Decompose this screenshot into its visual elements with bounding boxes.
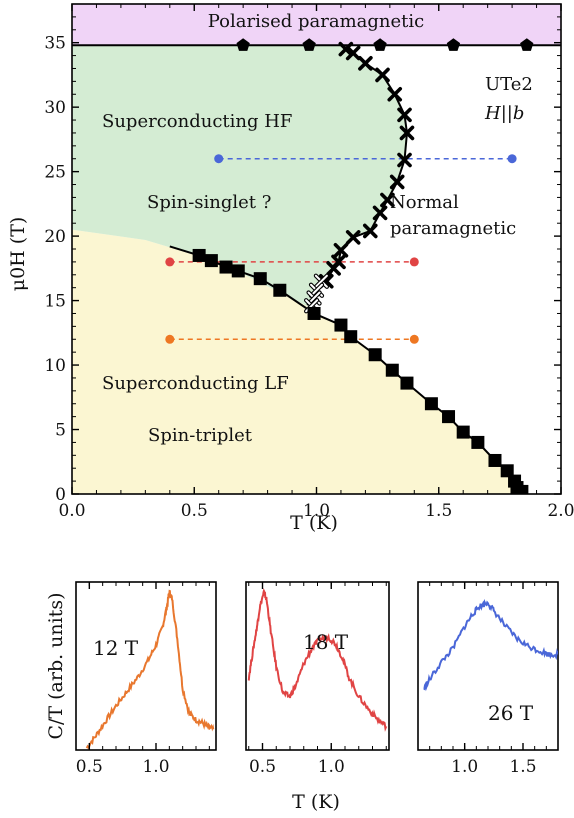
square-marker	[424, 397, 438, 411]
heat-trace-12T	[85, 589, 215, 750]
cross-marker	[380, 192, 395, 208]
square-marker	[442, 410, 456, 424]
square-marker	[344, 330, 358, 344]
cross-marker	[345, 230, 361, 245]
axis-ticks: 0.0 0.5 1.0 1.5 2.0 0 5 10 15 20 25 30 35	[44, 4, 574, 521]
superconducting-hf-region	[72, 45, 407, 306]
heat-trace-26T	[423, 598, 558, 692]
y-tick-label: 30	[44, 98, 66, 118]
square-marker	[368, 348, 382, 362]
panel-18T: 18 T 0.5 1.0	[245, 581, 390, 777]
y-tick-label: 15	[44, 292, 66, 312]
cross-marker	[375, 67, 390, 83]
panel-ticks: 1.0 1.5	[417, 582, 547, 777]
cross-marker	[326, 261, 341, 276]
x-tick-label: 1.0	[451, 757, 478, 777]
y-tick-label: 35	[44, 34, 66, 54]
y-axis-title: μ0H (T)	[7, 217, 29, 292]
panel-x-axis-title: T (K)	[292, 791, 340, 813]
specific-heat-panels: 12 T 0.5 1.0 18 T 0.5 1.0 26 T 1.0 1.5 C/T …	[45, 581, 559, 813]
pentagon-marker	[302, 38, 316, 51]
y-tick-label: 20	[44, 227, 66, 247]
x-tick-label: 0.5	[181, 501, 208, 521]
y-tick-label: 25	[44, 163, 66, 183]
pentagon-marker	[446, 38, 461, 51]
square-marker	[456, 425, 470, 439]
square-marker	[307, 306, 321, 320]
panel-label-26T: 26 T	[488, 701, 534, 725]
cross-marker	[345, 45, 361, 61]
region-label-normal-1: Normal	[390, 192, 459, 213]
panel-label-18T: 18 T	[303, 630, 349, 654]
region-label-hf: Superconducting HF	[102, 111, 292, 132]
square-marker	[400, 376, 414, 390]
y-tick-label: 0	[55, 485, 66, 505]
region-label-triplet: Spin-triplet	[148, 425, 253, 446]
square-marker	[471, 435, 485, 449]
sample-label: UTe2	[485, 74, 533, 95]
y-tick-label: 10	[44, 356, 66, 376]
field-cut-endpoint	[165, 257, 175, 267]
region-label-lf: Superconducting LF	[102, 373, 289, 394]
cross-marker	[372, 205, 388, 221]
x-tick-label: 2.0	[547, 501, 574, 521]
square-marker	[385, 363, 399, 377]
square-marker	[231, 264, 245, 278]
open-cross-marker	[313, 273, 329, 289]
x-tick-label: 1.0	[303, 501, 330, 521]
panel-label-12T: 12 T	[93, 636, 139, 660]
panel-y-axis-title: C/T (arb. units)	[45, 592, 67, 739]
cross-marker	[397, 107, 412, 123]
field-cut-endpoint	[507, 154, 517, 164]
cross-marker	[338, 41, 354, 57]
square-marker	[253, 272, 267, 286]
square-marker	[192, 248, 206, 262]
square-marker	[488, 453, 502, 467]
data-markers	[192, 38, 534, 494]
field-cut-endpoint	[409, 334, 419, 344]
square-marker	[204, 254, 218, 268]
field-cut-endpoint	[214, 154, 224, 164]
square-marker	[500, 464, 514, 478]
cross-marker	[358, 56, 373, 71]
square-marker	[219, 260, 233, 274]
y-tick-label: 5	[55, 421, 66, 441]
cross-marker	[333, 242, 349, 258]
x-axis-title: T (K)	[290, 512, 338, 534]
pentagon-marker	[236, 38, 250, 51]
x-tick-label: 0.5	[76, 757, 103, 777]
superconducting-lf-region	[72, 229, 525, 494]
x-tick-label: 0.5	[249, 757, 276, 777]
panel-frame	[75, 581, 217, 751]
x-tick-label: 0.0	[58, 501, 85, 521]
panel-ticks: 0.5 1.0	[75, 582, 210, 777]
phase-diagram: 0.0 0.5 1.0 1.5 2.0 0 5 10 15 20 25 30 35 Polarised …	[7, 3, 574, 534]
field-cut-endpoint	[165, 334, 175, 344]
region-label-singlet: Spin-singlet ?	[147, 192, 271, 213]
region-label-normal-2: paramagnetic	[390, 218, 516, 239]
panel-26T: 26 T 1.0 1.5	[417, 581, 559, 777]
pentagon-marker	[373, 38, 387, 51]
square-marker	[515, 484, 529, 494]
x-tick-label: 1.5	[425, 501, 452, 521]
pentagon-marker	[520, 38, 534, 51]
x-tick-label: 1.0	[142, 757, 169, 777]
cross-marker	[389, 174, 405, 190]
cross-marker	[387, 86, 403, 102]
x-tick-label: 1.0	[318, 757, 345, 777]
heat-trace-18T	[247, 588, 388, 732]
cross-marker	[399, 125, 415, 141]
square-marker	[334, 318, 348, 332]
field-cut-endpoint	[409, 257, 419, 267]
cross-marker	[362, 223, 378, 239]
region-label-polarised: Polarised paramagnetic	[208, 11, 424, 32]
square-marker	[273, 283, 287, 297]
field-direction-label: H||b	[484, 103, 524, 124]
x-tick-label: 1.5	[509, 757, 536, 777]
cross-marker	[397, 152, 412, 168]
panel-ticks: 0.5 1.0	[248, 582, 387, 777]
panel-12T: 12 T 0.5 1.0	[75, 581, 217, 777]
